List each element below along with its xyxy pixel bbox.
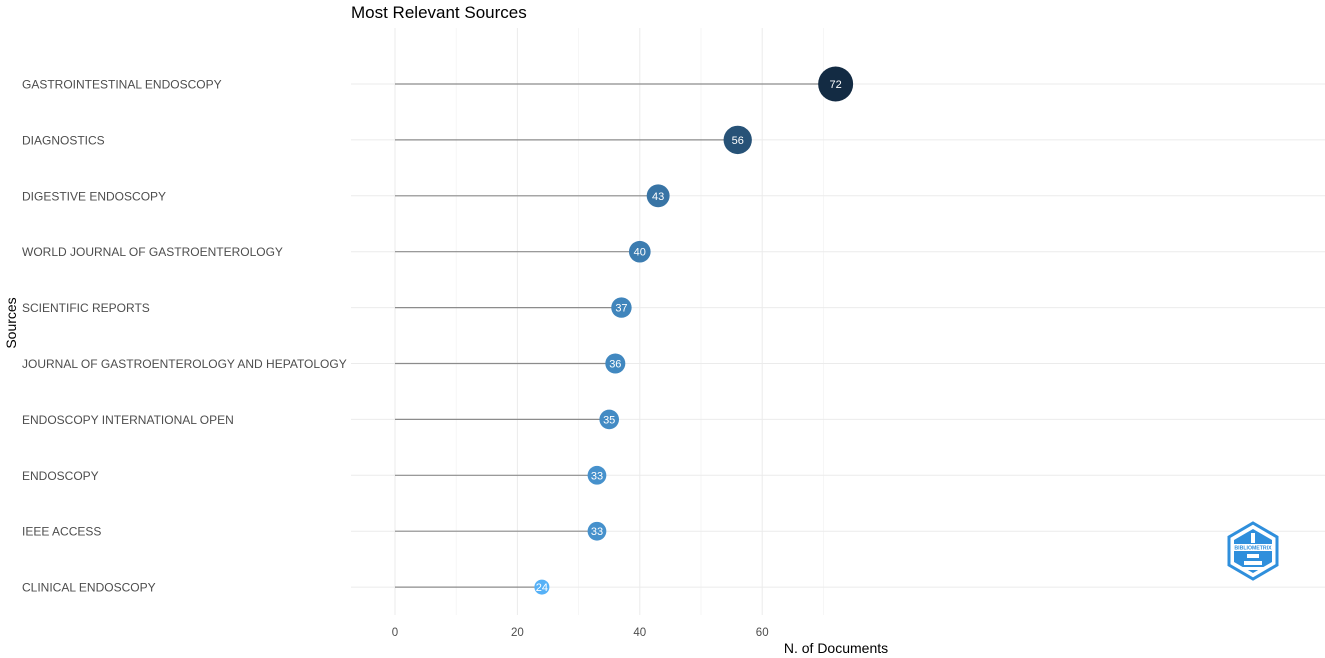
logo-text: BIBLIOMETRIX: [1234, 546, 1272, 552]
category-label: JOURNAL OF GASTROENTEROLOGY AND HEPATOLO…: [22, 357, 347, 371]
point-value-label: 24: [536, 582, 548, 594]
chart-title: Most Relevant Sources: [351, 3, 527, 22]
lollipop-point: [611, 297, 632, 318]
lollipop-point: [646, 184, 670, 208]
point-value-label: 43: [652, 191, 664, 203]
category-label: WORLD JOURNAL OF GASTROENTEROLOGY: [22, 245, 283, 259]
point-value-label: 72: [830, 79, 842, 91]
category-label: ENDOSCOPY: [22, 469, 99, 483]
x-tick-label: 0: [392, 627, 398, 639]
category-label: SCIENTIFIC REPORTS: [22, 301, 150, 315]
lollipop-point: [587, 521, 607, 541]
x-tick-label: 20: [511, 627, 524, 639]
lollipop-point: [818, 66, 854, 102]
lollipop-point: [587, 465, 607, 485]
category-label: ENDOSCOPY INTERNATIONAL OPEN: [22, 413, 234, 427]
point-value-label: 36: [609, 359, 621, 371]
category-label: DIGESTIVE ENDOSCOPY: [22, 189, 166, 203]
x-tick-label: 60: [756, 627, 769, 639]
grid-lines: [351, 28, 1325, 615]
point-value-label: 37: [615, 303, 627, 315]
lollipop-point: [534, 579, 550, 595]
category-label: DIAGNOSTICS: [22, 133, 105, 147]
lollipop-point: [723, 125, 752, 155]
x-tick-labels: 0 20 40 60: [392, 627, 769, 639]
point-value-label: 35: [603, 414, 615, 426]
point-value-label: 33: [591, 470, 603, 482]
bibliometrix-logo-icon: BIBLIOMETRIX: [1227, 521, 1279, 581]
category-label: IEEE ACCESS: [22, 525, 101, 539]
lollipop-point: [605, 353, 626, 374]
point-value-label: 33: [591, 526, 603, 538]
x-axis-title: N. of Documents: [784, 640, 888, 656]
point-value-label: 56: [732, 135, 744, 147]
x-tick-label: 40: [633, 627, 646, 639]
stems: [395, 83, 836, 588]
category-label: CLINICAL ENDOSCOPY: [22, 581, 156, 595]
y-axis-title: Sources: [3, 297, 19, 348]
category-labels: GASTROINTESTINAL ENDOSCOPY DIAGNOSTICS DIG…: [22, 78, 347, 595]
lollipop-point: [599, 409, 619, 430]
category-label: GASTROINTESTINAL ENDOSCOPY: [22, 78, 222, 92]
points: 72 56 43 40 37 36 35 33 33 24: [534, 66, 854, 595]
lollipop-point: [628, 240, 651, 263]
point-value-label: 40: [634, 247, 646, 259]
